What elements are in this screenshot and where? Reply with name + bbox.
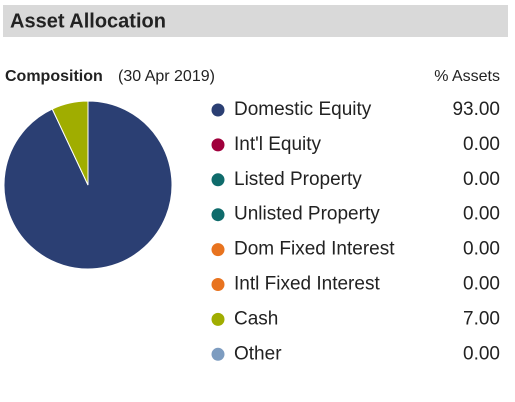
subtitle: Composition (5, 68, 103, 85)
legend-dot (211, 278, 225, 291)
value-header: % Assets (434, 68, 500, 85)
legend-label: Int'l Equity (234, 134, 322, 155)
date: (30 Apr 2019) (118, 68, 215, 85)
legend-dot (211, 173, 225, 187)
value-label: 7.00 (463, 308, 500, 329)
legend-label: Other (234, 343, 282, 364)
legend-label: Dom Fixed Interest (234, 239, 395, 260)
legend-dot (211, 243, 225, 257)
value-label: 0.00 (463, 169, 500, 190)
legend-label: Unlisted Property (234, 204, 380, 225)
legend-dot (211, 208, 225, 222)
legend-dot (211, 347, 225, 361)
value-label: 0.00 (463, 274, 500, 295)
chart-title: Asset Allocation (10, 10, 166, 32)
legend-dot (211, 138, 225, 152)
legend-label: Domestic Equity (234, 99, 372, 120)
header-bar (3, 5, 508, 37)
legend-label: Listed Property (234, 169, 362, 190)
legend-label: Intl Fixed Interest (234, 274, 380, 295)
legend-dot (211, 312, 225, 326)
value-label: 0.00 (463, 204, 500, 225)
value-label: 0.00 (463, 134, 500, 155)
value-label: 93.00 (452, 99, 500, 120)
pie-slice (51, 100, 89, 186)
legend-label: Cash (234, 308, 278, 329)
value-label: 0.00 (463, 343, 500, 364)
value-label: 0.00 (463, 239, 500, 260)
legend-dot (211, 103, 225, 117)
